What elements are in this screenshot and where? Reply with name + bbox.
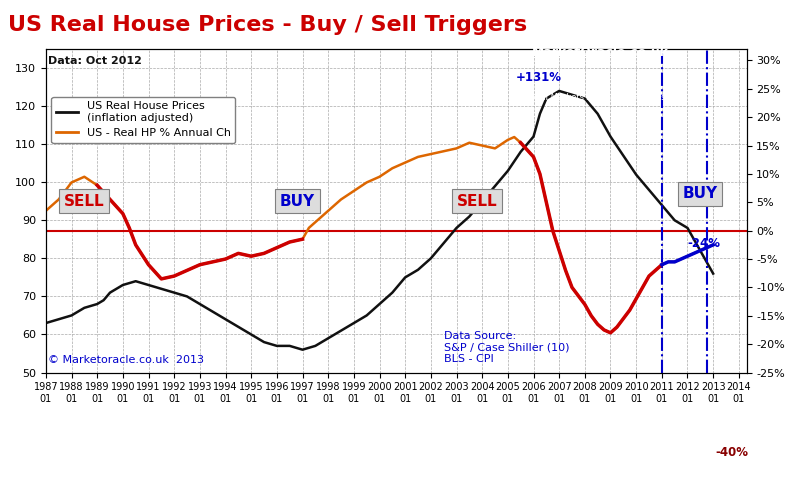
Text: Financial Markets Analysis & Forecasts: Financial Markets Analysis & Forecasts xyxy=(511,93,673,102)
Text: © Marketoracle.co.uk  2013: © Marketoracle.co.uk 2013 xyxy=(49,355,205,365)
Text: +131%: +131% xyxy=(515,72,562,84)
Text: US Real House Prices - Buy / Sell Triggers: US Real House Prices - Buy / Sell Trigge… xyxy=(8,15,527,35)
Text: Data: Oct 2012: Data: Oct 2012 xyxy=(49,56,142,66)
Text: -24%: -24% xyxy=(687,237,721,250)
Text: -40%: -40% xyxy=(716,446,749,459)
Legend: US Real House Prices
(inflation adjusted), US - Real HP % Annual Ch: US Real House Prices (inflation adjusted… xyxy=(51,97,235,143)
Text: SELL: SELL xyxy=(64,194,105,209)
Text: BUY: BUY xyxy=(682,186,718,201)
Text: Data Source:
S&P / Case Shiller (10)
BLS - CPI: Data Source: S&P / Case Shiller (10) BLS… xyxy=(444,331,569,364)
Text: MarketOracle.co.uk: MarketOracle.co.uk xyxy=(532,46,670,59)
Text: BUY: BUY xyxy=(280,194,315,209)
Text: SELL: SELL xyxy=(457,194,498,209)
